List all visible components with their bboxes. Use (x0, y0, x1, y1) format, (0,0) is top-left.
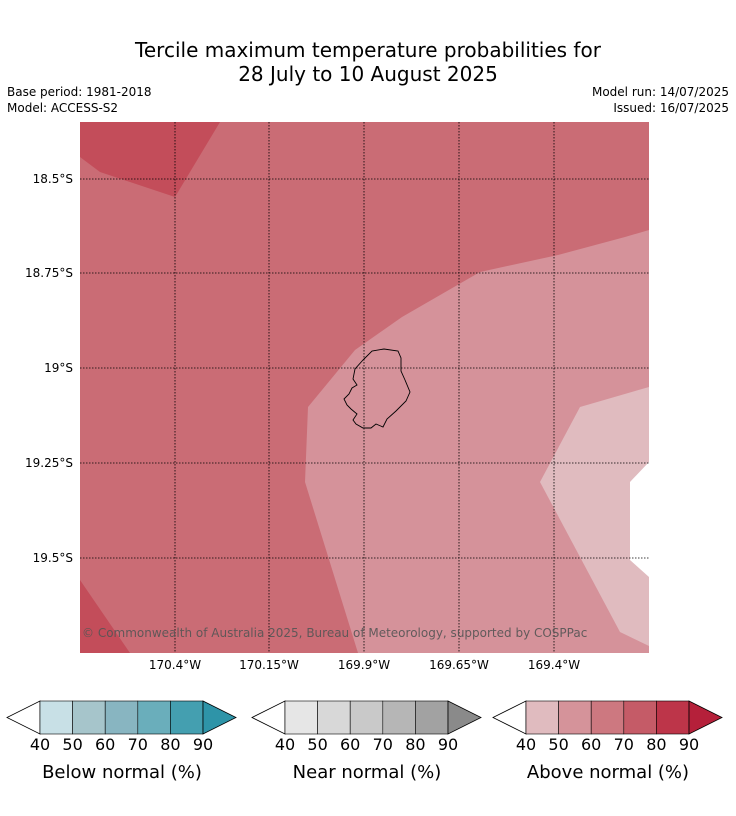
colorbar-swatch (104, 700, 139, 735)
lon-label: 169.9°W (337, 658, 391, 672)
colorbar-tick: 60 (95, 735, 116, 754)
colorbar-swatch (590, 700, 625, 735)
model-run: Model run: 14/07/2025 (591, 85, 729, 99)
lat-label: 18.5°S (32, 172, 73, 186)
lon-label: 169.65°W (429, 658, 489, 672)
colorbar-swatch (39, 700, 73, 735)
copyright-notice: © Commonwealth of Australia 2025, Bureau… (82, 626, 588, 640)
colorbar-tick: 90 (192, 735, 214, 754)
chart-title: Tercile maximum temperature probabilitie… (0, 38, 736, 86)
gridlines (80, 122, 649, 653)
colorbar-swatch (170, 700, 204, 735)
lon-label: 169.4°W (527, 658, 581, 672)
region-no-signal (630, 462, 649, 577)
colorbar-swatch (349, 700, 384, 735)
colorbar-max-arrow (688, 700, 723, 735)
colorbar-tick: 70 (372, 735, 393, 754)
colorbar-swatch (558, 700, 592, 735)
region-above-70-south (80, 580, 130, 653)
colorbar-swatch (623, 700, 657, 735)
colorbar-tick: 60 (581, 735, 602, 754)
issued-date: Issued: 16/07/2025 (613, 101, 729, 115)
colorbar-label: Below normal (%) (42, 762, 202, 783)
region-above-50 (305, 230, 649, 653)
colorbar-swatch (284, 700, 318, 735)
lon-label: 170.15°W (239, 658, 299, 672)
colorbar-swatches (6, 700, 237, 735)
colorbar-above-normal: 40 50 60 70 80 90 Above normal (%) (492, 700, 724, 790)
probability-map[interactable]: © Commonwealth of Australia 2025, Bureau… (80, 122, 649, 653)
region-above-70-north (80, 122, 220, 197)
title-line-2: 28 July to 10 August 2025 (238, 62, 498, 86)
colorbar-swatch (415, 700, 449, 735)
lat-label: 19.5°S (32, 551, 73, 565)
colorbar-tick: 50 (307, 735, 328, 754)
model-name: Model: ACCESS-S2 (7, 101, 119, 115)
colorbar-swatch (72, 700, 106, 735)
region-above-40 (540, 387, 649, 646)
colorbar-tick: 50 (62, 735, 83, 754)
lat-label: 18.75°S (25, 266, 73, 280)
island-coastline (343, 348, 411, 429)
colorbar-min-arrow (251, 700, 286, 735)
colorbar-min-arrow (492, 700, 527, 735)
colorbar-below-normal: 40 50 60 70 80 90 Below normal (%) (6, 700, 238, 790)
colorbar-tick: 40 (29, 735, 51, 754)
colorbar-tick: 70 (613, 735, 634, 754)
lon-label: 170.4°W (148, 658, 202, 672)
colorbar-min-arrow (6, 700, 41, 735)
colorbar-swatches (492, 700, 723, 735)
colorbar-swatch (525, 700, 559, 735)
colorbar-swatch (137, 700, 171, 735)
title-line-1: Tercile maximum temperature probabilitie… (135, 38, 601, 62)
colorbar-label: Above normal (%) (526, 762, 690, 783)
colorbar-swatch (317, 700, 351, 735)
colorbar-tick: 80 (646, 735, 667, 754)
colorbar-tick: 50 (548, 735, 569, 754)
colorbar-max-arrow (447, 700, 482, 735)
meta-right: Model run: 14/07/2025 Issued: 16/07/2025 (592, 84, 729, 116)
colorbar-tick: 40 (515, 735, 537, 754)
meta-left: Base period: 1981-2018 Model: ACCESS-S2 (7, 84, 152, 116)
colorbar-tick: 40 (274, 735, 296, 754)
colorbar-tick: 70 (127, 735, 148, 754)
colorbar-tick: 80 (160, 735, 181, 754)
colorbar-swatch (382, 700, 416, 735)
colorbar-tick: 80 (405, 735, 426, 754)
lat-label: 19°S (44, 361, 73, 375)
colorbar-tick: 60 (340, 735, 361, 754)
colorbar-tick: 90 (437, 735, 459, 754)
colorbar-tick: 90 (678, 735, 700, 754)
map-svg (80, 122, 649, 653)
colorbar-swatches (251, 700, 482, 735)
colorbar-label: Near normal (%) (292, 762, 442, 783)
lat-label: 19.25°S (25, 456, 73, 470)
colorbar-near-normal: 40 50 60 70 80 90 Near normal (%) (251, 700, 483, 790)
base-period: Base period: 1981-2018 (7, 85, 152, 99)
colorbar-max-arrow (202, 700, 237, 735)
colorbar-swatch (656, 700, 690, 735)
